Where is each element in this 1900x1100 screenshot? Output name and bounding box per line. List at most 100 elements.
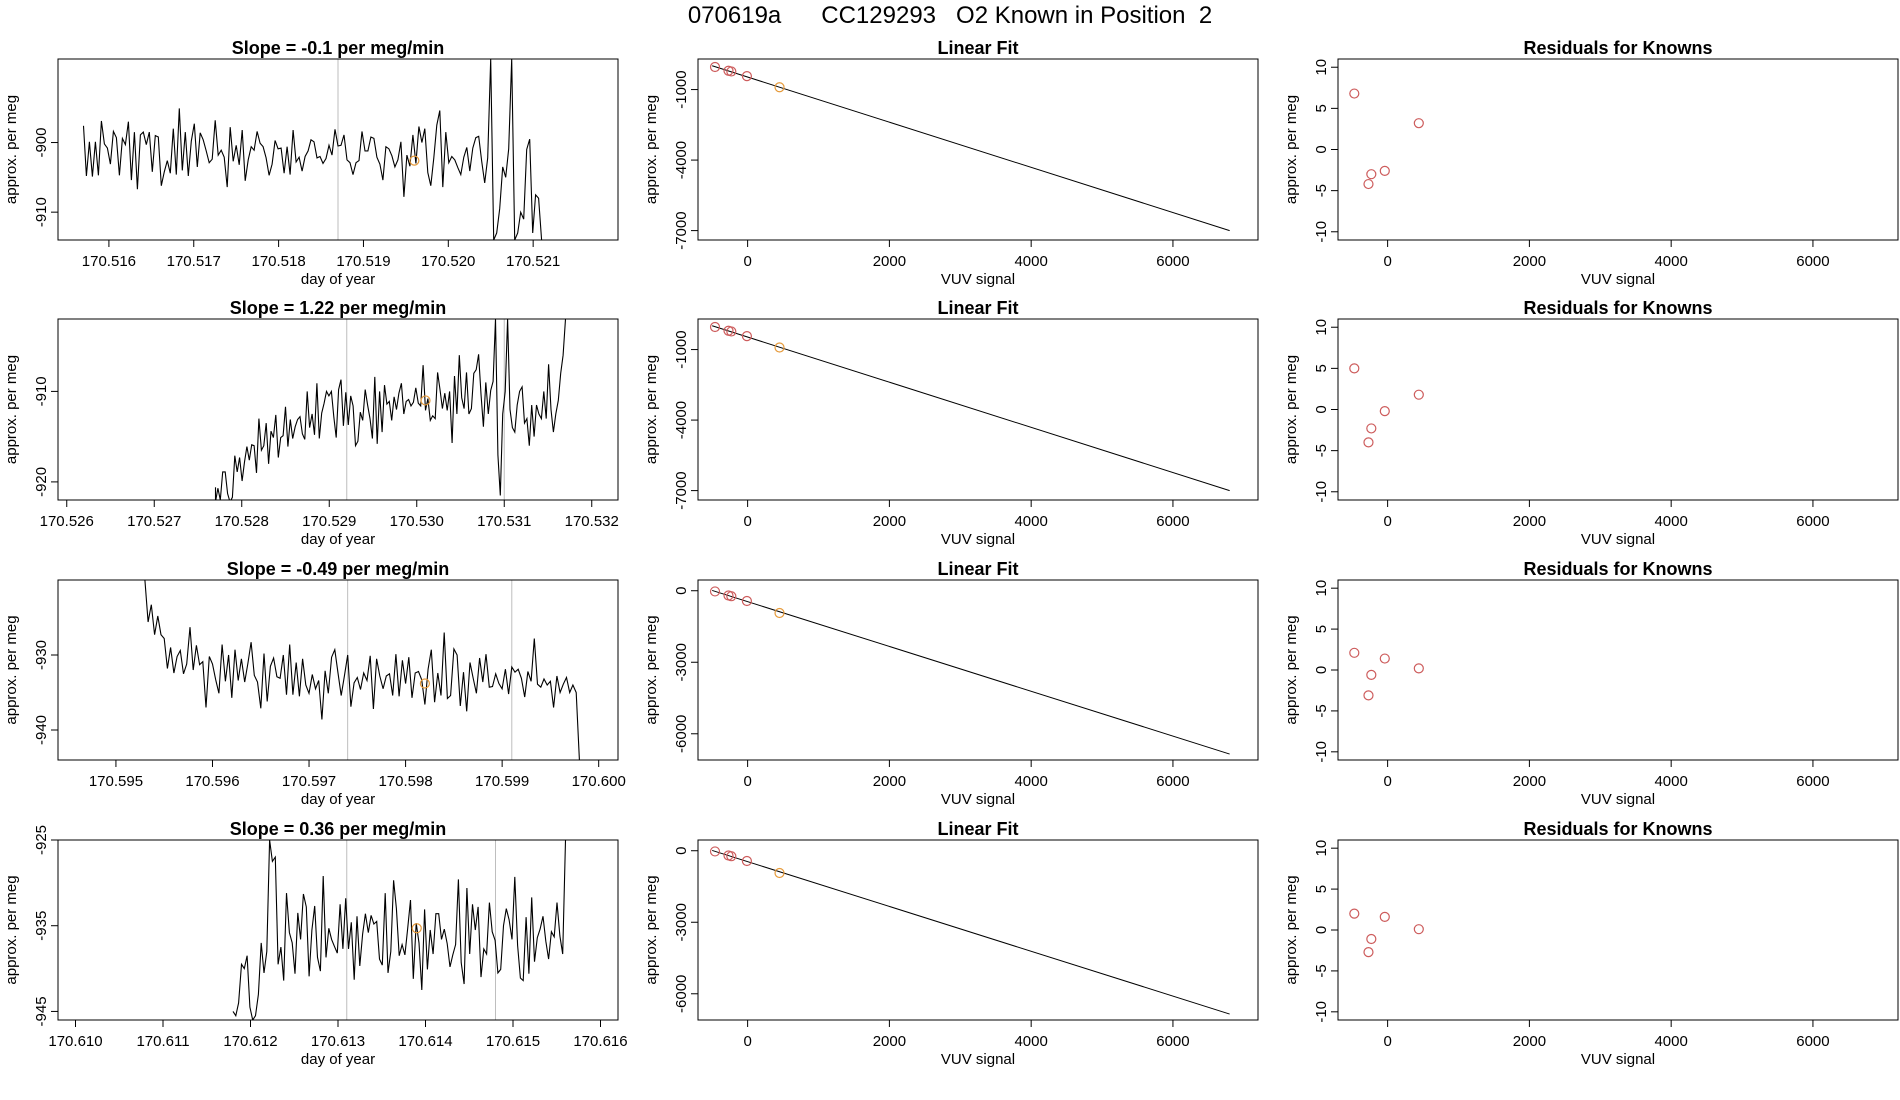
y-axis-label: approx. per meg (3, 615, 20, 724)
panel-r3-c3: Residuals for Knowns 0 2000 4000 6000 VUV sig… (1283, 559, 1899, 808)
x-tick-label: 170.527 (127, 513, 181, 530)
y-tick-label: -5 (1313, 444, 1330, 457)
panel-title: Slope = 0.36 per meg/min (230, 819, 447, 839)
y-axis-label: approx. per meg (643, 355, 660, 464)
y-tick-label: -3000 (673, 903, 690, 941)
panel-title: Slope = -0.49 per meg/min (227, 559, 450, 579)
x-tick-label: 2000 (873, 773, 906, 790)
x-tick-label: 170.614 (398, 1033, 452, 1050)
x-tick-label: 6000 (1156, 773, 1189, 790)
y-tick-label: -6000 (673, 975, 690, 1013)
panel-title: Linear Fit (937, 559, 1018, 579)
known-point (1413, 389, 1424, 400)
x-axis-label: VUV signal (941, 1051, 1015, 1068)
y-tick-label: 0 (673, 847, 690, 855)
series-line (82, 59, 543, 240)
x-tick-label: 0 (1383, 773, 1391, 790)
y-tick-label: -5 (1313, 704, 1330, 717)
x-tick-label: 170.517 (167, 253, 221, 270)
plot-frame (57, 839, 619, 1021)
known-point (1363, 178, 1374, 190)
known-point (1379, 165, 1390, 176)
x-tick-label: 170.616 (573, 1033, 627, 1050)
panel-r3-c2: Linear Fit 0 2000 4000 6000 VUV signal 0 -3000 -… (643, 559, 1259, 808)
y-tick-label: -910 (33, 197, 50, 227)
x-tick-label: 6000 (1796, 513, 1829, 530)
known-point (709, 586, 721, 597)
known-point (1413, 663, 1424, 674)
y-axis-label: approx. per meg (1283, 875, 1300, 984)
x-tick-label: 0 (743, 513, 751, 530)
x-tick-label: 6000 (1156, 1033, 1189, 1050)
plot-frame (697, 839, 1259, 1021)
y-tick-label: 5 (1313, 364, 1330, 372)
y-tick-label: 10 (1313, 580, 1330, 597)
panel-data (1349, 647, 1424, 701)
x-tick-label: 4000 (1654, 513, 1687, 530)
y-tick-label: -4000 (673, 141, 690, 179)
unknown-point (411, 923, 422, 934)
y-tick-label: -945 (33, 996, 50, 1026)
known-point (726, 66, 737, 77)
x-axis-label: day of year (301, 1051, 375, 1068)
known-point (1366, 933, 1377, 945)
known-point (1363, 946, 1374, 958)
x-tick-label: 6000 (1796, 253, 1829, 270)
y-tick-label: -10 (1313, 1001, 1330, 1023)
panel-title: Linear Fit (937, 38, 1018, 58)
x-tick-label: 170.518 (251, 253, 305, 270)
panel-r2-c3: Residuals for Knowns 0 2000 4000 6000 VUV sig… (1283, 298, 1899, 548)
x-tick-label: 0 (743, 1033, 751, 1050)
x-tick-label: 0 (1383, 1033, 1391, 1050)
known-point (1413, 924, 1424, 935)
y-tick-label: -930 (33, 640, 50, 670)
panel-title: Residuals for Knowns (1523, 559, 1712, 579)
x-tick-label: 170.526 (40, 513, 94, 530)
known-point (741, 595, 753, 607)
x-tick-label: 170.532 (565, 513, 619, 530)
known-point (741, 855, 753, 867)
y-axis-label: approx. per meg (1283, 615, 1300, 724)
x-tick-label: 170.615 (486, 1033, 540, 1050)
x-tick-label: 170.596 (185, 773, 239, 790)
panel-data (1349, 88, 1424, 190)
known-point (1413, 118, 1424, 129)
panel-data (144, 580, 580, 760)
unknown-point (774, 82, 785, 93)
x-tick-label: 170.521 (506, 253, 560, 270)
y-tick-label: -10 (1313, 221, 1330, 243)
panel-title: Linear Fit (937, 298, 1018, 318)
x-tick-label: 4000 (1014, 253, 1047, 270)
x-axis-label: VUV signal (941, 271, 1015, 288)
x-tick-label: 170.613 (311, 1033, 365, 1050)
x-axis-label: VUV signal (1581, 531, 1655, 548)
y-axis-label: approx. per meg (3, 875, 20, 984)
y-axis-label: approx. per meg (643, 615, 660, 724)
x-axis-label: VUV signal (1581, 271, 1655, 288)
panel-r4-c1: Slope = 0.36 per meg/min 170.610 170.611 17… (3, 819, 628, 1068)
x-tick-label: 170.595 (89, 773, 143, 790)
known-point (1349, 363, 1360, 374)
x-axis-label: day of year (301, 791, 375, 808)
x-tick-label: 170.597 (282, 773, 336, 790)
panel-title: Residuals for Knowns (1523, 298, 1712, 318)
known-point (1349, 647, 1360, 658)
x-tick-label: 170.531 (477, 513, 531, 530)
y-axis-label: approx. per meg (1283, 95, 1300, 204)
unknown-point (420, 395, 431, 406)
x-axis-label: VUV signal (941, 531, 1015, 548)
panel-title: Residuals for Knowns (1523, 38, 1712, 58)
x-tick-label: 0 (1383, 253, 1391, 270)
page-title: 070619a CC129293 O2 Known in Position 2 (687, 2, 1213, 29)
unknown-point (419, 678, 430, 689)
y-tick-label: -10 (1313, 481, 1330, 503)
panel-data (709, 321, 1230, 492)
y-axis-label: approx. per meg (643, 95, 660, 204)
known-point (726, 851, 737, 862)
panel-r2-c1: Slope = 1.22 per meg/min 170.526 170.527 17… (3, 298, 619, 548)
panel-data (214, 319, 567, 500)
known-point (1363, 690, 1374, 701)
x-tick-label: 170.610 (48, 1033, 102, 1050)
y-tick-label: -7000 (673, 471, 690, 509)
panel-data (709, 846, 1230, 1015)
